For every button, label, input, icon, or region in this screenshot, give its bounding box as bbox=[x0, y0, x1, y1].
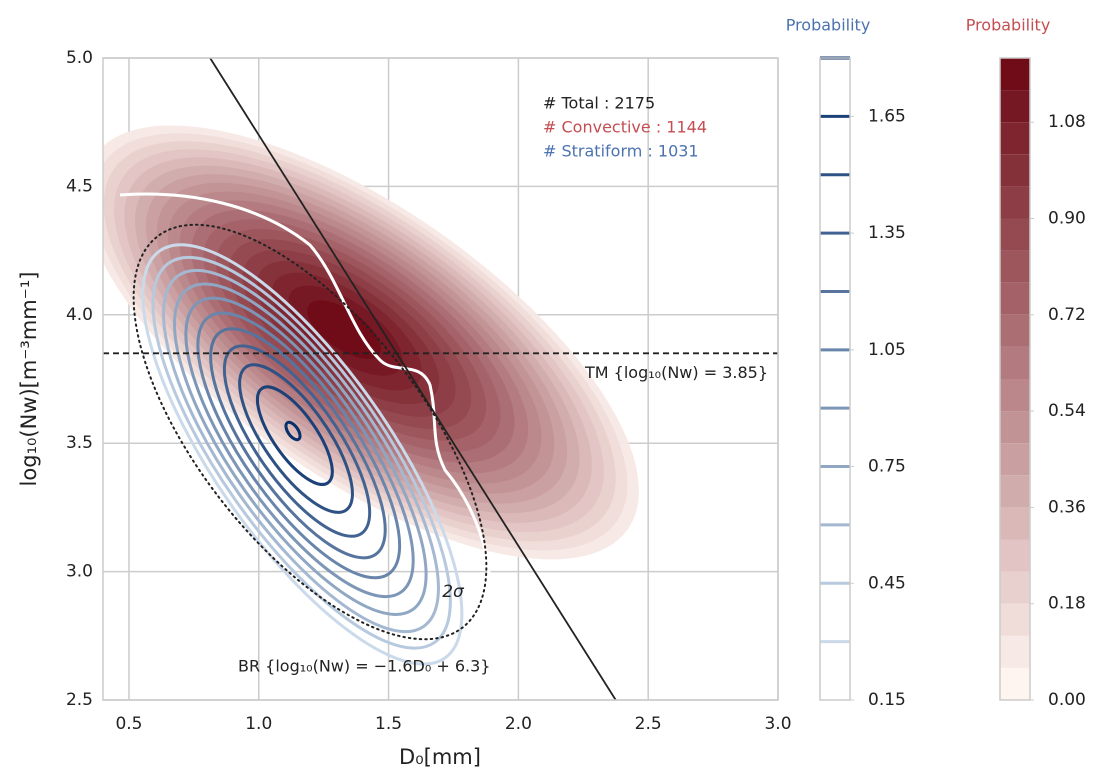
sigma-ellipse bbox=[132, 223, 488, 641]
colorbar-band bbox=[1000, 411, 1030, 444]
colorbar-tick-label: 0.00 bbox=[1048, 690, 1086, 710]
x-tick-label: 1.5 bbox=[375, 714, 402, 734]
colorbar-band bbox=[1000, 218, 1030, 251]
colorbar-band bbox=[1000, 603, 1030, 636]
labels: 0.5 1.0 1.5 2.0 2.5 3.0 2.5 3.0 3.5 4.0 4.5 5.0 2σ TM… bbox=[66, 48, 792, 734]
colorbar-band bbox=[1000, 346, 1030, 379]
colorbar-band bbox=[1000, 250, 1030, 283]
y-axis-label: log₁₀(Nw)[m⁻³mm⁻¹] bbox=[17, 272, 41, 487]
colorbar-tick-label: 0.72 bbox=[1048, 305, 1086, 325]
colorbar-tick-label: 0.90 bbox=[1048, 209, 1086, 229]
stratiform-density-contour bbox=[238, 363, 354, 514]
stratiform-density-contour bbox=[162, 268, 440, 634]
colorbar-tick-label: 0.45 bbox=[868, 573, 906, 593]
colorbar-tick-label: 1.35 bbox=[868, 223, 906, 243]
colorbar-frame bbox=[819, 57, 851, 701]
colorbar-band bbox=[1000, 635, 1030, 668]
colorbar-band bbox=[1000, 90, 1030, 123]
stratiform-density-contour bbox=[209, 327, 387, 560]
stratiform-density-contour bbox=[151, 255, 452, 650]
colorbar-band bbox=[1000, 379, 1030, 412]
colorbar-band bbox=[1000, 443, 1030, 476]
stratiform-density-contour bbox=[172, 282, 428, 616]
count-annotation: # Stratiform : 1031 bbox=[543, 142, 699, 161]
colorbar-frame bbox=[999, 57, 1031, 701]
stratiform-density-contour bbox=[141, 243, 464, 666]
colorbar-tick-label: 1.65 bbox=[868, 106, 906, 126]
y-tick-label: 3.0 bbox=[66, 562, 93, 582]
x-tick-label: 1.0 bbox=[245, 714, 272, 734]
x-axis-label: D₀[mm] bbox=[399, 745, 481, 769]
tm-label: TM {log₁₀(Nw) = 3.85} bbox=[584, 363, 768, 382]
colorbar-band bbox=[1000, 539, 1030, 572]
convective-density-level bbox=[307, 300, 381, 359]
br-label: BR {log₁₀(Nw) = −1.6D₀ + 6.3} bbox=[238, 657, 490, 676]
colorbar-tick-label: 1.08 bbox=[1048, 112, 1086, 132]
colorbar-band bbox=[1000, 58, 1030, 91]
x-tick-label: 3.0 bbox=[764, 714, 791, 734]
plot-content bbox=[103, 58, 778, 700]
colorbar-band bbox=[1000, 571, 1030, 604]
x-tick-label: 2.0 bbox=[505, 714, 532, 734]
sigma-label: 2σ bbox=[442, 582, 465, 602]
br-line bbox=[209, 58, 617, 700]
x-tick-label: 2.5 bbox=[635, 714, 662, 734]
plot-frame bbox=[102, 57, 779, 701]
colorbar-tick-label: 0.18 bbox=[1048, 594, 1086, 614]
y-tick-label: 5.0 bbox=[66, 48, 93, 68]
count-annotation: # Total : 2175 bbox=[543, 94, 655, 113]
colorbar-tick-label: 1.05 bbox=[868, 340, 906, 360]
stratiform-density-contour bbox=[184, 296, 415, 599]
colorbar-band bbox=[1000, 475, 1030, 508]
colorbar-band bbox=[1000, 314, 1030, 347]
colorbar-band bbox=[1000, 667, 1030, 700]
y-tick-label: 3.5 bbox=[66, 433, 93, 453]
colorbar-band bbox=[1000, 122, 1030, 155]
stratiform-density-contour bbox=[284, 420, 302, 442]
stratiform-density-contour bbox=[255, 385, 334, 486]
y-tick-label: 2.5 bbox=[66, 690, 93, 710]
colorbar-band bbox=[1000, 154, 1030, 187]
colorbar-title: Probability bbox=[786, 16, 871, 35]
colorbar-tick-label: 0.75 bbox=[868, 457, 906, 477]
y-tick-label: 4.0 bbox=[66, 305, 93, 325]
class-boundary bbox=[119, 192, 492, 632]
colorbar-band bbox=[1000, 186, 1030, 219]
x-tick-label: 0.5 bbox=[115, 714, 142, 734]
colorbar-tick-label: 0.15 bbox=[868, 690, 906, 710]
colorbar-tick-label: 0.36 bbox=[1048, 497, 1086, 517]
count-annotation: # Convective : 1144 bbox=[543, 118, 707, 137]
colorbar-tick-label: 0.54 bbox=[1048, 401, 1086, 421]
stratiform-density-contour bbox=[222, 344, 372, 538]
colorbar-band bbox=[1000, 282, 1030, 315]
colorbar-background bbox=[820, 58, 850, 700]
stratiform-density-contour bbox=[196, 311, 402, 580]
colorbar-title: Probability bbox=[966, 16, 1051, 35]
y-tick-label: 4.5 bbox=[66, 176, 93, 196]
colorbar-band bbox=[1000, 507, 1030, 540]
